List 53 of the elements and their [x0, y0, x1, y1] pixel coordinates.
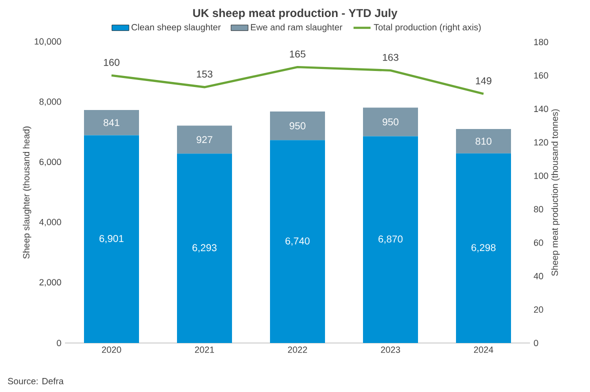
data-label: 160 [104, 58, 120, 66]
data-label: 6,740 [286, 237, 310, 246]
data-label: 6,293 [192, 244, 217, 252]
data-label: 810 [476, 138, 492, 145]
x-tick-label: 2024 [474, 346, 494, 353]
legend-label: Total production (right axis) [374, 24, 481, 32]
data-label: 6,901 [100, 235, 124, 244]
data-label: 163 [382, 54, 398, 61]
chart-title: UK sheep meat production - YTD July [193, 8, 398, 20]
data-label: 6,298 [472, 244, 496, 252]
data-label: 927 [196, 136, 212, 144]
legend-label: Clean sheep slaughter [132, 24, 221, 32]
y-tick-label: 2,000 [39, 279, 62, 286]
data-label: 841 [104, 119, 120, 126]
data-label: 153 [196, 70, 212, 78]
bar [177, 126, 232, 154]
x-tick-label: 2021 [194, 346, 214, 353]
bar [456, 153, 512, 343]
source-note: Source: Defra [8, 378, 64, 384]
y2-tick-label: 120 [534, 139, 548, 146]
x-tick-label: 2020 [102, 346, 122, 353]
y-tick-label: 0 [56, 340, 62, 346]
y2-tick-label: 100 [534, 172, 548, 179]
y2-tick-label: 80 [534, 206, 544, 212]
y-tick-label: 8,000 [39, 98, 62, 106]
data-label: 950 [290, 122, 306, 130]
bar [84, 135, 139, 343]
y-tick-label: 4,000 [39, 218, 62, 226]
y2-tick-label: 160 [534, 72, 548, 79]
bar [84, 110, 139, 136]
y2-tick-label: 20 [534, 306, 544, 313]
y2-tick-label: 0 [534, 340, 538, 346]
y-tick-label: 10,000 [34, 38, 62, 46]
y2-tick-label: 40 [534, 272, 544, 280]
bar [270, 140, 326, 343]
y2-tick-label: 60 [534, 239, 544, 246]
data-label: 950 [382, 118, 398, 126]
data-label: 6,870 [378, 235, 403, 244]
y-axis-title: Sheep slaughter (thousand head) [22, 126, 32, 259]
x-tick-label: 2022 [288, 346, 308, 353]
y2-tick-label: 140 [534, 106, 548, 112]
data-label: 165 [290, 50, 306, 58]
bar [363, 108, 418, 136]
legend-label: Ewe and ram slaughter [250, 24, 342, 32]
bar [456, 129, 512, 154]
y2-tick-label: 180 [534, 38, 548, 46]
y-tick-label: 6,000 [39, 158, 62, 166]
bar [363, 136, 418, 343]
x-tick-label: 2023 [380, 346, 400, 353]
bar [270, 112, 326, 140]
y2-axis-title: Sheep meat production (thousand tonnes) [551, 109, 560, 276]
bar [177, 154, 232, 343]
data-label: 149 [476, 77, 492, 84]
